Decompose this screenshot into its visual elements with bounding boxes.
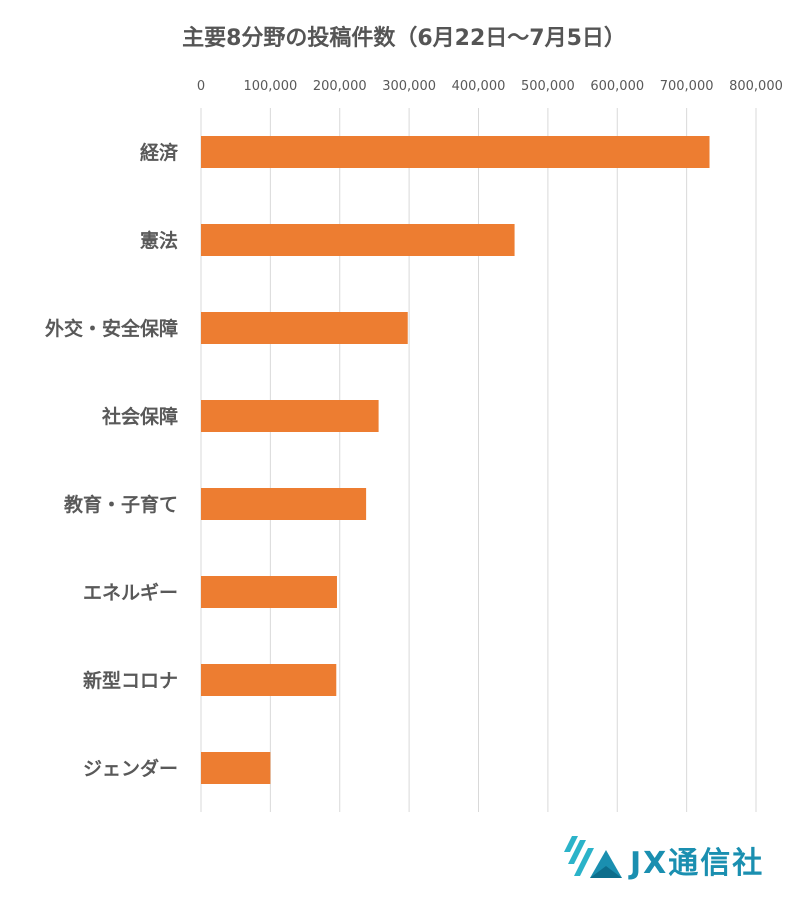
jx-logo-text: JX通信社 [630, 846, 765, 881]
category-label: 新型コロナ [83, 669, 178, 692]
category-label: 社会保障 [101, 405, 178, 428]
bars [201, 136, 710, 784]
category-label: 外交・安全保障 [45, 317, 178, 340]
bar [201, 576, 337, 608]
chart-title: 主要8分野の投稿件数（6月22日〜7月5日） [182, 26, 626, 51]
x-tick-label: 100,000 [243, 79, 297, 94]
bar [201, 136, 710, 168]
bar [201, 312, 408, 344]
category-label: エネルギー [83, 582, 178, 604]
x-tick-label: 400,000 [452, 79, 506, 94]
bar [201, 752, 271, 784]
category-label: 憲法 [140, 229, 178, 252]
x-tick-label: 700,000 [660, 79, 714, 94]
x-tick-label: 0 [197, 79, 205, 94]
x-tick-label: 200,000 [313, 79, 367, 94]
bar [201, 488, 367, 520]
x-tick-label: 300,000 [382, 79, 436, 94]
bar [201, 664, 337, 696]
x-tick-label: 600,000 [590, 79, 644, 94]
gridlines [200, 108, 757, 812]
category-label: ジェンダー [83, 757, 178, 780]
x-tick-label: 500,000 [521, 79, 575, 94]
bar [201, 400, 379, 432]
category-label: 教育・子育て [64, 493, 178, 516]
bar [201, 224, 515, 256]
x-tick-label: 800,000 [729, 79, 783, 94]
x-tick-labels: 0 100,000 200,000 300,000 400,000 500,000 600,… [197, 79, 783, 94]
jx-logo-mark-icon [564, 836, 622, 878]
jx-logo: JX通信社 [560, 832, 800, 888]
category-label: 経済 [140, 141, 179, 164]
